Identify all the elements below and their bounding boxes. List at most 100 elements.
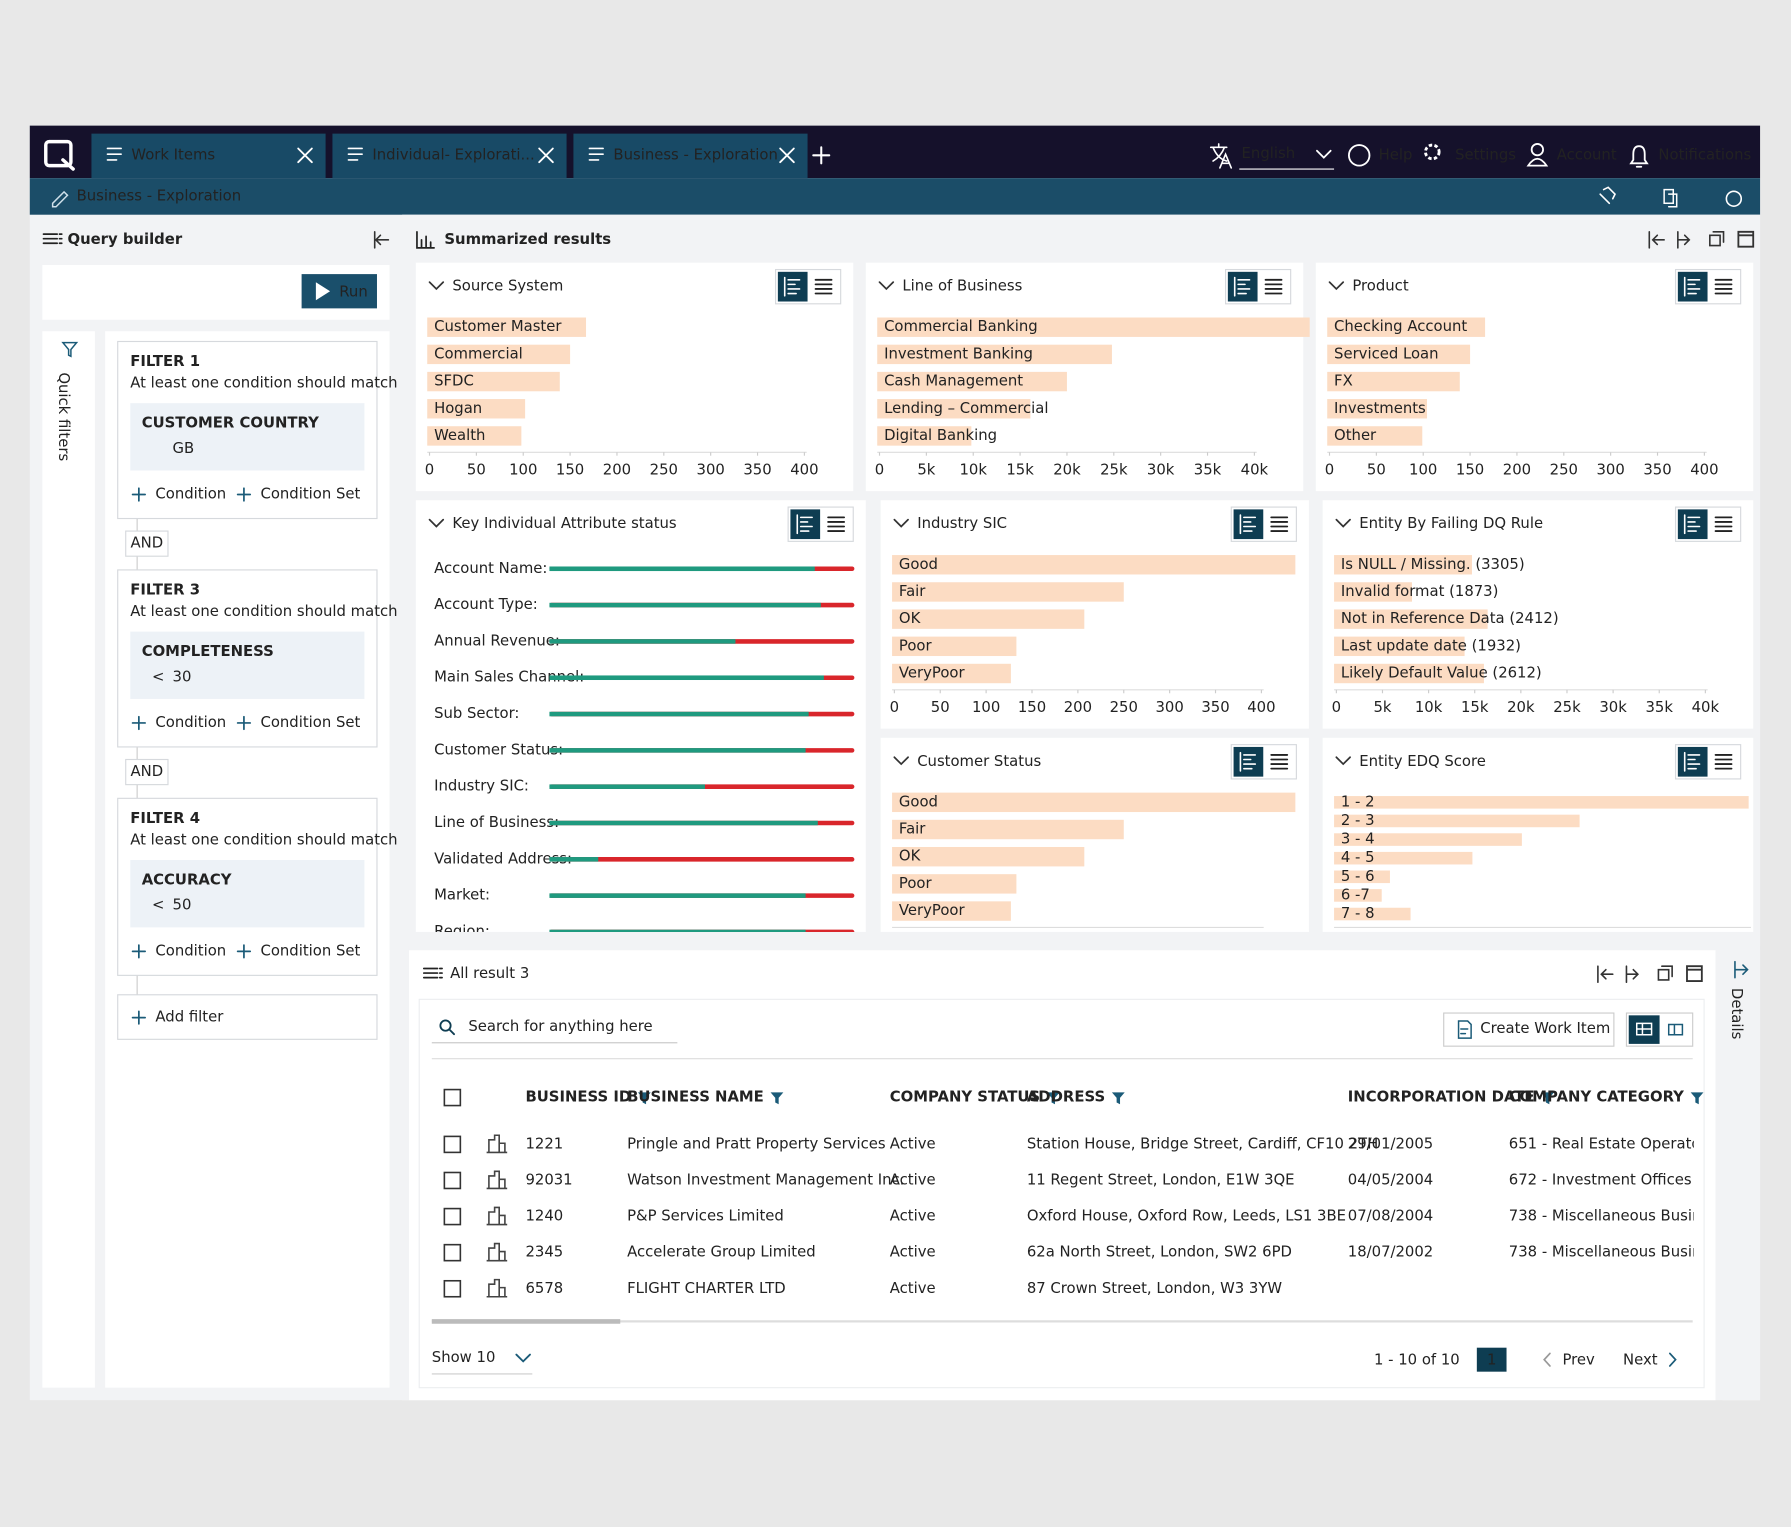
cell: Active [890, 1208, 936, 1225]
toggle-active[interactable] [1677, 746, 1708, 777]
column-header[interactable]: INCORPORATION DATE [1348, 1089, 1535, 1106]
menu-item[interactable]: Notifications [1658, 146, 1751, 163]
bar [1334, 796, 1749, 809]
tick-label: 5k [1373, 699, 1391, 716]
cell: Active [890, 1244, 936, 1261]
header-checkbox[interactable] [443, 1088, 462, 1107]
column-header[interactable]: COMPANY STATUS [890, 1089, 1040, 1106]
bar-view-icon [1683, 751, 1701, 772]
cell: 2345 [525, 1244, 563, 1261]
language[interactable]: English [1242, 145, 1296, 162]
details-icon [1734, 960, 1749, 979]
pass-segment [549, 639, 736, 644]
language-icon [1209, 143, 1233, 169]
chart-icon [416, 230, 435, 249]
tab-label[interactable]: Individual- Explorati... [372, 146, 534, 163]
toggle-active[interactable] [1677, 271, 1708, 302]
menu-item[interactable]: Help [1379, 146, 1413, 163]
chart-title: Entity EDQ Score [1359, 753, 1486, 770]
row-checkbox[interactable] [443, 1243, 462, 1262]
tick-label: 20k [1053, 462, 1081, 479]
chart-title: Product [1352, 278, 1408, 295]
filter-name: FILTER 1 [130, 353, 200, 370]
tab[interactable] [91, 133, 326, 179]
action-link[interactable]: Condition Set [260, 486, 360, 503]
tick-label: 50 [1367, 462, 1386, 479]
action-link[interactable]: Condition [155, 486, 226, 503]
create-label[interactable]: Create Work Item [1480, 1020, 1610, 1037]
tick-label: 40k [1692, 699, 1720, 716]
field-value: GB [173, 440, 195, 457]
tick-label: 0 [875, 462, 884, 479]
column-header[interactable]: ADDRESS [1027, 1089, 1105, 1106]
cell: Active [890, 1280, 936, 1297]
tab[interactable] [573, 133, 808, 179]
action-link[interactable]: Condition Set [260, 714, 360, 731]
row-checkbox[interactable] [443, 1279, 462, 1298]
tick-label: 150 [556, 462, 584, 479]
search-icon [448, 1028, 455, 1036]
add-filter[interactable] [117, 994, 378, 1040]
toggle-active[interactable] [1227, 271, 1258, 302]
panel-title: All result 3 [450, 965, 529, 982]
row-checkbox[interactable] [443, 1135, 462, 1154]
tab-label[interactable]: Business - Exploration [613, 146, 777, 163]
chart-body: Good Fair OK Poor VeryPoor [892, 792, 1296, 928]
menu-item[interactable]: Account [1557, 146, 1617, 163]
cell: 92031 [525, 1171, 572, 1188]
action-link[interactable]: Condition [155, 942, 226, 959]
run-label[interactable]: Run [339, 283, 367, 300]
run-button[interactable] [301, 274, 377, 309]
attribute-label: Main Sales Channel: [434, 669, 584, 686]
column-header[interactable]: BUSINESS NAME [627, 1089, 764, 1106]
details-label[interactable]: Details [1728, 988, 1745, 1039]
add-filter-label[interactable]: Add filter [155, 1009, 224, 1026]
toggle-active[interactable] [1677, 509, 1708, 540]
filter-rule: At least one condition should match [130, 603, 397, 620]
bar [1334, 663, 1484, 684]
quick-filters[interactable]: Quick filters [55, 372, 72, 461]
bar-label: Cash Management [884, 373, 1023, 390]
tick-label: 200 [603, 462, 631, 479]
page-current[interactable] [1476, 1347, 1507, 1372]
search-input[interactable]: Search for anything here [468, 1018, 652, 1035]
chart-body: Customer Master Commercial SFDC Hogan Wealth… [425, 317, 819, 479]
bar [892, 819, 1124, 840]
filter-icon [1111, 1092, 1125, 1105]
bar [1334, 870, 1390, 884]
column-header[interactable]: BUSINESS ID [525, 1089, 631, 1106]
page-number[interactable]: 1 [1487, 1351, 1496, 1368]
toggle-active[interactable] [1233, 509, 1264, 540]
fail-segment [549, 857, 855, 862]
action-link[interactable]: Condition Set [260, 942, 360, 959]
create-button[interactable] [1443, 1012, 1615, 1047]
bar [427, 426, 522, 446]
next[interactable]: Next [1623, 1351, 1658, 1368]
cell: 651 - Real Estate Operators ( [1509, 1135, 1725, 1152]
bar-label: Not in Reference Data (2412) [1341, 610, 1559, 627]
chart-body: Account Name: Account Type: Annual Revenue… [434, 560, 855, 932]
toggle-active[interactable] [1233, 746, 1264, 777]
page-size[interactable]: Show 10 [432, 1349, 496, 1366]
toggle-active[interactable] [790, 509, 821, 540]
and-badge [125, 758, 169, 786]
action-link[interactable]: Condition [155, 714, 226, 731]
tab-label[interactable]: Work Items [131, 146, 215, 163]
toggle-active[interactable] [777, 271, 808, 302]
building-icon [486, 1170, 508, 1190]
tick-label: 15k [1006, 462, 1034, 479]
bar-label: 1 - 2 [1341, 793, 1375, 810]
tick-label: 10k [959, 462, 987, 479]
tab[interactable] [332, 133, 567, 179]
row-checkbox[interactable] [443, 1207, 462, 1226]
column-header[interactable]: COMPANY CATEGORY [1509, 1089, 1684, 1106]
account-icon [1530, 142, 1544, 157]
row-checkbox[interactable] [443, 1171, 462, 1190]
field-name: ACCURACY [142, 872, 232, 889]
tick-label: 40k [1241, 462, 1269, 479]
bar-label: 5 - 6 [1341, 868, 1375, 885]
prev[interactable]: Prev [1562, 1351, 1595, 1368]
pass-segment [549, 748, 806, 753]
chart-body: 1 - 2 2 - 3 3 - 44 - 5 5 - 66 -7 7 - 8 [1334, 793, 1751, 928]
menu-item[interactable]: Settings [1455, 146, 1516, 163]
